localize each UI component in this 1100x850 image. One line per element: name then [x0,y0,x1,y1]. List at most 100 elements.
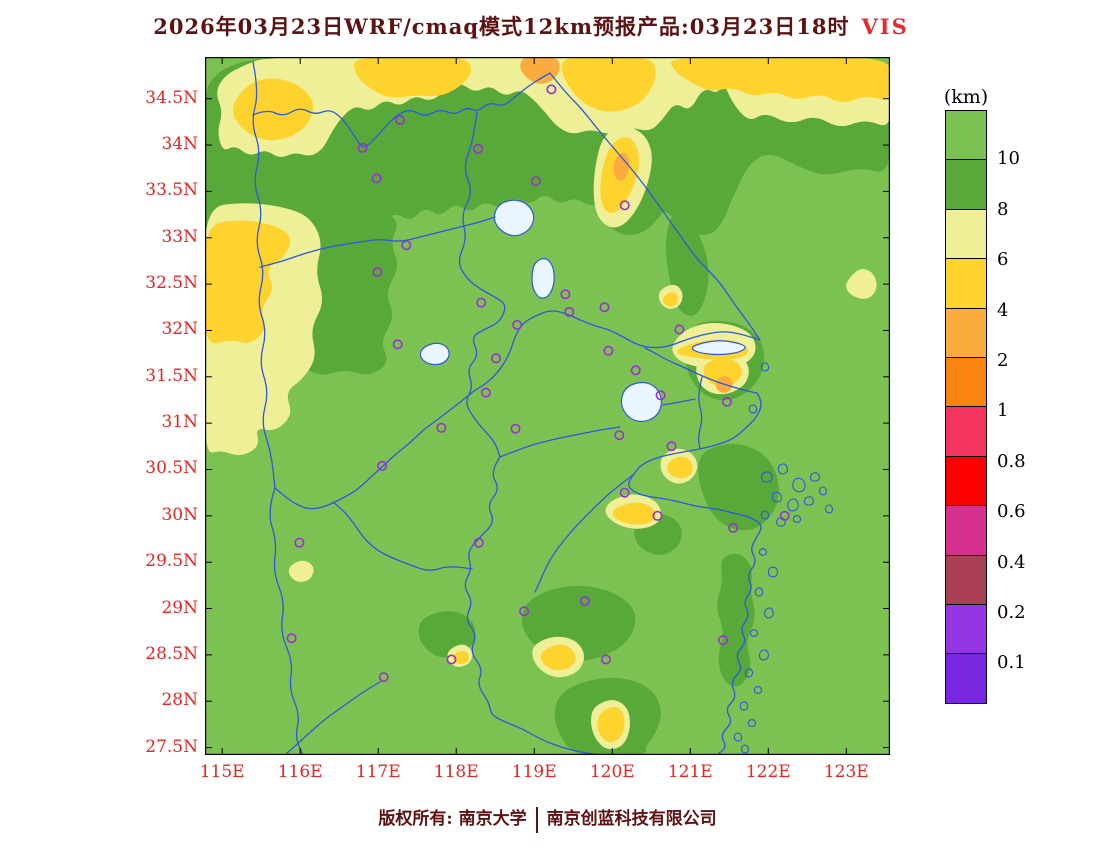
lat-tick-label: 28N [161,690,198,711]
boundary-line [662,398,696,406]
boundary-line [698,376,703,450]
lon-tick-label: 115E [199,762,245,782]
colorbar-tick-label: 4 [997,299,1009,321]
lat-tick-label: 30.5N [145,458,198,479]
map-svg [205,57,890,755]
colorbar-tick-label: 8 [997,198,1009,220]
boundary-line [274,310,761,510]
vis-contour-region [667,456,693,479]
lat-axis: 34.5N 34N 33.5N 33N 32.5N 32N 31.5N 31N 30.5N 30N… [100,0,198,850]
island-outline [749,629,759,637]
colorbar-tick-label: 6 [997,249,1009,271]
colorbar-unit: (km) [943,86,989,108]
station-marker [446,654,457,665]
lat-tick-label: 34N [161,134,198,155]
island-outline [809,472,820,482]
station-marker [614,430,625,441]
island-outline [754,587,764,597]
island-outline [758,649,769,661]
boundary-line [252,72,551,148]
island-outline [792,477,806,493]
colorbar-cell [945,554,987,605]
island-outline [747,719,757,727]
lat-tick-label: 29N [161,597,198,618]
vis-contour-region [597,706,625,743]
station-marker [721,396,732,407]
footer-divider [535,806,538,833]
station-marker [473,143,484,154]
vis-contour-region [662,292,678,307]
footer-left: 版权所有: 南京大学 [378,809,527,829]
boundary-line [269,487,304,755]
colorbar-cell [945,505,987,556]
boundary-line [259,216,496,268]
island-outline [760,362,770,372]
station-marker [599,302,610,313]
station-marker [530,176,541,187]
station-marker [294,537,305,548]
lat-tick-label: 29.5N [145,551,198,572]
vis-contour-region [698,444,779,531]
map-frame [205,57,890,755]
lon-axis: 115E 116E 117E 118E 119E 120E 121E 122E 123E [200,760,890,786]
boundary-line [464,456,601,755]
colorbar-tick-label: 0.2 [997,602,1026,623]
lon-tick-label: 119E [511,762,557,782]
map-area [205,57,890,755]
station-marker [395,114,406,125]
colorbar-tick-label: 0.6 [997,501,1026,523]
boundary-line [549,72,761,341]
station-marker [357,142,368,153]
island-outline [777,463,789,475]
lat-tick-label: 32N [161,319,198,340]
boundary-line [644,347,758,394]
colorbar-cell [945,307,987,358]
boundary-line [499,426,621,458]
colorbar-cell [945,356,987,408]
colorbar-cell [945,603,987,655]
lon-tick-label: 121E [667,762,713,782]
lat-tick-label: 33.5N [145,180,198,201]
island-outline [744,668,754,678]
station-marker [377,460,388,471]
colorbar-labels: 10 8 6 4 2 1 0.8 0.6 0.4 0.2 0.1 [997,110,1049,730]
lat-tick-label: 32.5N [145,273,198,294]
station-marker [378,672,389,683]
lat-tick-label: 34.5N [145,87,198,108]
station-marker [619,487,630,498]
station-marker [728,522,739,533]
island-outline [753,686,763,694]
colorbar-cell [945,159,987,210]
vis-contour-region [612,502,656,525]
lat-tick-label: 31N [161,412,198,433]
vis-contour-region [846,269,877,299]
lon-tick-label: 120E [589,762,635,782]
colorbar-cell [945,653,987,704]
station-marker [666,441,677,452]
lat-tick-label: 33N [161,226,198,247]
title-variable: VIS [861,14,909,39]
colorbar-cell [945,258,987,309]
island-outline [824,504,834,514]
colorbar-tick-label: 2 [997,350,1009,371]
station-marker [372,267,383,278]
station-marker [512,319,523,330]
vis-contour-region [288,560,314,582]
boundary-line [252,61,276,489]
copyright-footer: 版权所有: 南京大学 南京创蓝科技有限公司 [205,804,890,833]
lon-tick-label: 116E [277,762,323,782]
footer-right: 南京创蓝科技有限公司 [546,809,717,829]
island-outline [739,701,749,711]
station-marker [436,422,447,433]
station-marker [619,200,630,211]
station-marker [371,173,382,184]
boundary-line [284,681,381,755]
boundary-line [332,501,473,571]
lake-outline [620,381,663,423]
station-marker [652,510,663,521]
station-marker [717,635,728,646]
vis-contour-region [205,220,291,344]
lake-outline [531,257,555,299]
station-marker [473,537,484,548]
